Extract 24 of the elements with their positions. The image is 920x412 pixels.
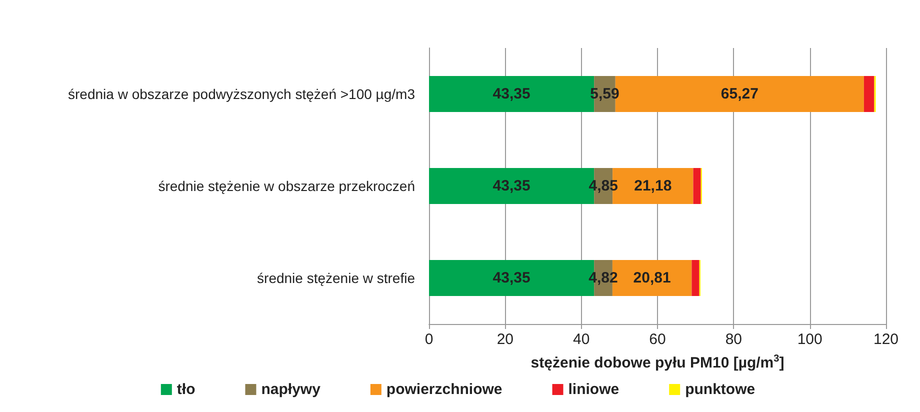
bar	[693, 168, 701, 204]
legend-label: powierzchniowe	[386, 381, 502, 398]
y-tick-label: średnie stężenie w obszarze przekroczeń	[158, 178, 415, 194]
data-label: 43,35	[492, 86, 530, 102]
data-label: 43,35	[492, 178, 530, 194]
data-label: 43,35	[492, 270, 530, 286]
x-tick-label: 100	[797, 331, 822, 348]
x-tick-label: 40	[572, 331, 590, 348]
x-tick-label: 80	[725, 331, 742, 348]
legend-label: punktowe	[685, 381, 756, 398]
legend-label: napływy	[261, 381, 322, 398]
x-tick-label: 0	[424, 331, 434, 348]
bar	[864, 76, 874, 112]
data-label: 20,81	[633, 270, 671, 286]
data-label: 21,18	[634, 178, 672, 194]
data-label: 65,27	[720, 86, 758, 102]
y-tick-label: średnia w obszarze podwyższonych stężeń >100 µg/m3	[68, 86, 416, 102]
legend-label: tło	[176, 381, 196, 398]
x-tick-label: 120	[873, 331, 899, 348]
y-tick-label: średnie stężenie w strefie	[257, 270, 416, 286]
legend-label: liniowe	[568, 381, 620, 398]
bar	[692, 260, 700, 296]
x-tick-label: 60	[649, 331, 666, 348]
x-tick-label: 20	[496, 331, 514, 348]
